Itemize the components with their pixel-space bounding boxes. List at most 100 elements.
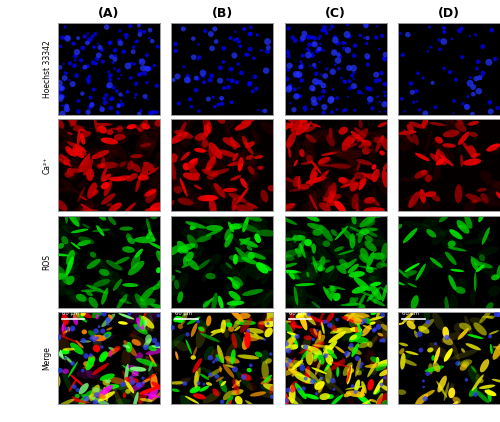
Ellipse shape xyxy=(432,164,440,182)
Ellipse shape xyxy=(234,204,254,212)
Ellipse shape xyxy=(380,324,391,331)
Point xyxy=(420,378,428,384)
Ellipse shape xyxy=(86,196,94,217)
Point xyxy=(71,57,79,64)
Ellipse shape xyxy=(455,184,462,203)
Point xyxy=(145,35,153,41)
Point xyxy=(200,381,208,387)
Ellipse shape xyxy=(185,252,194,262)
Ellipse shape xyxy=(86,259,101,269)
Ellipse shape xyxy=(296,270,318,281)
Ellipse shape xyxy=(310,160,322,174)
Ellipse shape xyxy=(340,184,352,188)
Point xyxy=(246,30,254,37)
Ellipse shape xyxy=(207,179,219,198)
Ellipse shape xyxy=(397,390,406,395)
Ellipse shape xyxy=(88,297,98,308)
Ellipse shape xyxy=(402,359,417,366)
Ellipse shape xyxy=(54,347,63,357)
Ellipse shape xyxy=(60,349,64,359)
Point xyxy=(308,52,316,59)
Point xyxy=(232,28,239,35)
Ellipse shape xyxy=(148,364,154,386)
Ellipse shape xyxy=(77,310,92,318)
Ellipse shape xyxy=(378,333,383,336)
Ellipse shape xyxy=(479,254,485,261)
Point xyxy=(216,77,224,84)
Ellipse shape xyxy=(94,149,104,168)
Point xyxy=(284,25,292,32)
Point xyxy=(368,105,376,112)
Ellipse shape xyxy=(66,116,77,126)
Ellipse shape xyxy=(400,136,414,151)
Ellipse shape xyxy=(372,169,380,182)
Point xyxy=(305,311,313,318)
Ellipse shape xyxy=(92,189,98,196)
Text: (C): (C) xyxy=(326,7,346,20)
Ellipse shape xyxy=(364,214,380,218)
Ellipse shape xyxy=(101,167,107,180)
Ellipse shape xyxy=(481,198,500,207)
Point xyxy=(260,336,268,343)
Point xyxy=(240,374,248,381)
Ellipse shape xyxy=(116,294,128,309)
Ellipse shape xyxy=(239,238,258,248)
Ellipse shape xyxy=(330,163,351,169)
Point xyxy=(331,61,339,68)
Point xyxy=(84,109,92,116)
Ellipse shape xyxy=(68,165,81,179)
Ellipse shape xyxy=(79,155,90,171)
Point xyxy=(420,384,428,390)
Point xyxy=(308,50,316,57)
Ellipse shape xyxy=(372,129,394,134)
Point xyxy=(218,100,226,107)
Ellipse shape xyxy=(448,241,456,247)
Ellipse shape xyxy=(84,394,93,401)
Point xyxy=(116,40,124,46)
Point xyxy=(184,331,192,338)
Ellipse shape xyxy=(358,240,387,249)
Ellipse shape xyxy=(233,317,241,328)
Ellipse shape xyxy=(340,303,362,306)
Ellipse shape xyxy=(359,254,370,263)
Ellipse shape xyxy=(464,200,475,214)
Ellipse shape xyxy=(101,288,108,305)
Ellipse shape xyxy=(157,280,162,286)
Point xyxy=(360,317,368,324)
Point xyxy=(316,41,324,47)
Point xyxy=(329,86,337,93)
Point xyxy=(466,74,474,81)
Ellipse shape xyxy=(88,251,108,269)
Ellipse shape xyxy=(348,297,358,305)
Ellipse shape xyxy=(348,151,361,165)
Ellipse shape xyxy=(399,343,408,346)
Ellipse shape xyxy=(346,366,351,383)
Point xyxy=(382,99,390,106)
Ellipse shape xyxy=(448,275,456,290)
Ellipse shape xyxy=(304,135,314,154)
Ellipse shape xyxy=(376,392,390,405)
Point xyxy=(486,99,494,106)
Ellipse shape xyxy=(369,322,376,325)
Ellipse shape xyxy=(343,253,361,260)
Ellipse shape xyxy=(444,296,449,315)
Ellipse shape xyxy=(330,292,338,299)
Ellipse shape xyxy=(177,291,184,303)
Point xyxy=(264,320,272,327)
Point xyxy=(282,397,290,404)
Ellipse shape xyxy=(430,342,451,360)
Point xyxy=(58,93,66,100)
Ellipse shape xyxy=(61,335,80,344)
Ellipse shape xyxy=(62,320,66,338)
Ellipse shape xyxy=(230,277,238,288)
Point xyxy=(468,111,476,117)
Ellipse shape xyxy=(157,251,163,255)
Point xyxy=(316,95,324,102)
Ellipse shape xyxy=(458,361,460,366)
Ellipse shape xyxy=(114,398,131,404)
Point xyxy=(316,46,324,53)
Point xyxy=(413,98,421,105)
Ellipse shape xyxy=(318,170,329,181)
Ellipse shape xyxy=(309,193,317,211)
Ellipse shape xyxy=(346,365,352,384)
